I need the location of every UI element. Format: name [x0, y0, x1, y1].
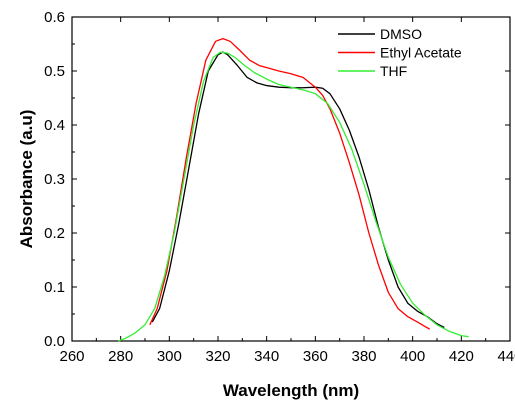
legend-label-1: Ethyl Acetate [380, 45, 462, 61]
y-tick-label: 0.5 [44, 63, 65, 80]
y-tick-label: 0.6 [44, 9, 65, 26]
x-tick-label: 380 [351, 348, 376, 365]
series-line-1 [149, 37, 431, 330]
series-line-0 [151, 51, 445, 329]
x-tick-label: 340 [254, 348, 279, 365]
x-tick-label: 300 [157, 348, 182, 365]
x-tick-label: 360 [303, 348, 328, 365]
x-tick-label: 320 [205, 348, 230, 365]
x-tick-label: 260 [59, 348, 84, 365]
plot-frame [71, 16, 511, 342]
y-tick-label: 0.0 [44, 333, 65, 350]
x-tick-label: 280 [108, 348, 133, 365]
y-tick-label: 0.1 [44, 279, 65, 296]
x-tick-label: 420 [449, 348, 474, 365]
y-tick-label: 0.2 [44, 225, 65, 242]
x-axis-title: Wavelength (nm) [223, 381, 359, 400]
y-tick-label: 0.3 [44, 171, 65, 188]
legend-label-0: DMSO [380, 26, 422, 42]
series-line-2 [118, 51, 469, 342]
y-axis-title: Absorbance (a.u) [17, 110, 36, 249]
y-tick-label: 0.4 [44, 117, 65, 134]
x-tick-label: 400 [400, 348, 425, 365]
legend-label-2: THF [380, 63, 407, 79]
x-tick-label: 440 [497, 348, 515, 365]
